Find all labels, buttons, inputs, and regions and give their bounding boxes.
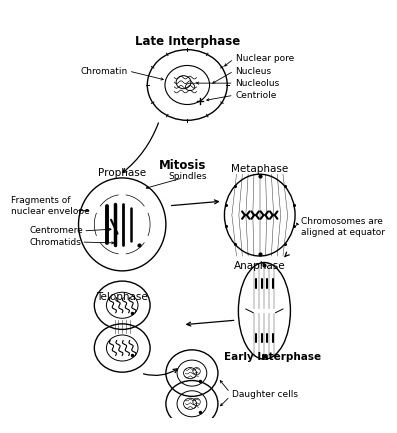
Text: Telophase: Telophase (96, 292, 148, 302)
Text: Prophase: Prophase (98, 168, 146, 178)
Text: Early Interphase: Early Interphase (224, 352, 322, 362)
Text: Chromosomes are
aligned at equator: Chromosomes are aligned at equator (301, 217, 385, 237)
Text: Centromere: Centromere (29, 226, 83, 236)
Text: Metaphase: Metaphase (231, 164, 288, 174)
Text: Nucleolus: Nucleolus (235, 79, 280, 87)
Text: Nuclear pore: Nuclear pore (235, 55, 294, 64)
Text: Chromatin: Chromatin (81, 67, 128, 75)
Text: Anaphase: Anaphase (234, 261, 285, 271)
Text: Chromatids: Chromatids (29, 238, 81, 246)
Text: Nucleus: Nucleus (235, 67, 272, 75)
Text: Spindles: Spindles (168, 171, 206, 181)
Text: Mitosis: Mitosis (159, 159, 206, 172)
Text: Centriole: Centriole (235, 91, 277, 100)
Text: Daughter cells: Daughter cells (232, 390, 298, 399)
Text: Fragments of
nuclear envelope: Fragments of nuclear envelope (11, 196, 89, 216)
Text: Late Interphase: Late Interphase (135, 35, 240, 48)
